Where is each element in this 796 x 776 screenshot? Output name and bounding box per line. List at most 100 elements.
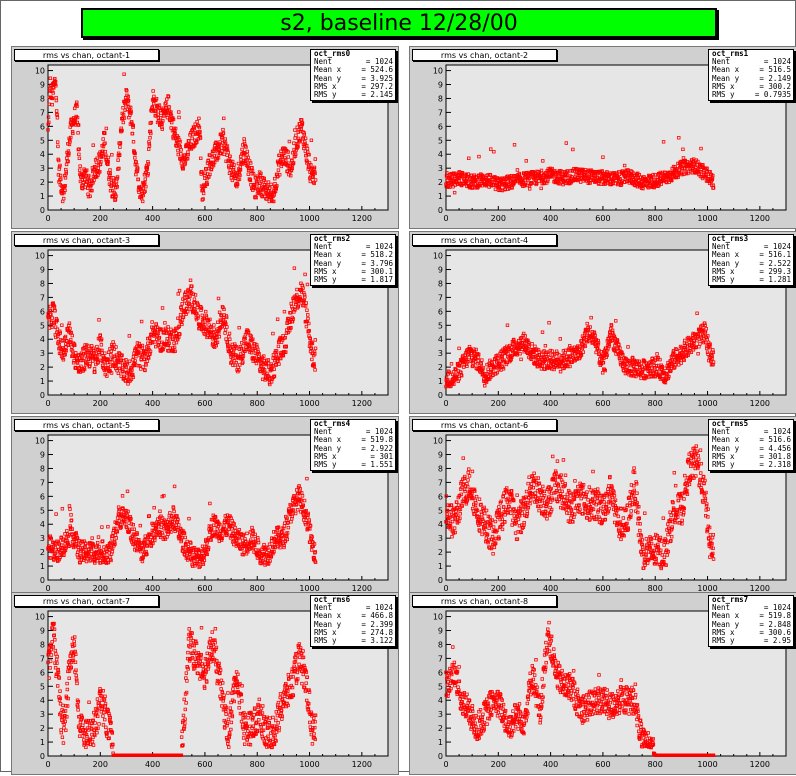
- y-tick-label: 10: [35, 437, 45, 446]
- y-tick-label: 5: [40, 136, 45, 145]
- y-tick-label: 2: [40, 363, 45, 372]
- y-tick-label: 3: [40, 534, 45, 543]
- x-tick-label: 800: [250, 399, 265, 408]
- stats-row: RMS y = 0.7935: [712, 91, 791, 99]
- y-tick-label: 9: [40, 266, 45, 275]
- pad-title: rms vs chan, octant-1: [14, 49, 159, 61]
- y-tick-label: 2: [40, 548, 45, 557]
- y-tick-label: 2: [40, 178, 45, 187]
- stats-row: RMS y = 1.817: [314, 276, 393, 284]
- x-tick-label: 400: [145, 399, 160, 408]
- y-tick-label: 7: [40, 478, 45, 487]
- stats-value: = 0.7935: [755, 91, 791, 99]
- y-tick-label: 1: [40, 377, 45, 386]
- x-tick-label: 0: [443, 399, 448, 408]
- x-tick-label: 200: [93, 399, 108, 408]
- stats-key: RMS y: [712, 91, 735, 99]
- stats-row: RMS y = 1.281: [712, 276, 791, 284]
- y-tick-label: 9: [438, 81, 443, 90]
- x-tick-label: 1000: [697, 399, 717, 408]
- y-tick-label: 2: [438, 363, 443, 372]
- y-tick-label: 2: [438, 178, 443, 187]
- x-tick-label: 400: [145, 214, 160, 223]
- x-tick-label: 800: [250, 214, 265, 223]
- y-tick-label: 10: [35, 67, 45, 76]
- y-tick-label: 8: [438, 94, 443, 103]
- y-tick-label: 5: [438, 321, 443, 330]
- y-tick-label: 3: [40, 349, 45, 358]
- y-tick-label: 4: [438, 335, 443, 344]
- y-tick-label: 8: [438, 279, 443, 288]
- y-tick-label: 4: [40, 520, 45, 529]
- y-tick-label: 1: [40, 192, 45, 201]
- y-tick-label: 4: [40, 150, 45, 159]
- y-tick-label: 6: [40, 492, 45, 501]
- x-tick-label: 200: [491, 214, 506, 223]
- x-tick-label: 200: [491, 399, 506, 408]
- x-tick-label: 600: [595, 214, 610, 223]
- pad-title: rms vs chan, octant-2: [412, 49, 557, 61]
- y-tick-label: 7: [40, 108, 45, 117]
- y-tick-label: 8: [40, 279, 45, 288]
- y-tick-label: 1: [438, 192, 443, 201]
- y-tick-label: 5: [40, 321, 45, 330]
- x-tick-label: 1200: [352, 214, 372, 223]
- stats-value: = 1.281: [759, 276, 791, 284]
- y-tick-label: 7: [40, 293, 45, 302]
- y-tick-label: 4: [40, 335, 45, 344]
- stats-row: RMS y = 2.145: [314, 91, 393, 99]
- y-tick-label: 9: [40, 451, 45, 460]
- y-tick-label: 10: [433, 252, 443, 261]
- stats-key: RMS y: [314, 276, 337, 284]
- y-tick-label: 6: [438, 122, 443, 131]
- x-tick-label: 600: [197, 399, 212, 408]
- y-tick-label: 7: [438, 293, 443, 302]
- y-tick-label: 9: [438, 266, 443, 275]
- x-tick-label: 400: [543, 399, 558, 408]
- y-tick-label: 4: [438, 150, 443, 159]
- y-tick-label: 1: [40, 562, 45, 571]
- pad-title: rms vs chan, octant-4: [412, 234, 557, 246]
- x-tick-label: 0: [45, 399, 50, 408]
- y-tick-label: 5: [40, 506, 45, 515]
- x-tick-label: 1000: [299, 214, 319, 223]
- y-tick-label: 0: [40, 206, 45, 215]
- x-tick-label: 400: [543, 214, 558, 223]
- y-tick-label: 6: [40, 122, 45, 131]
- x-tick-label: 600: [595, 399, 610, 408]
- x-tick-label: 800: [648, 399, 663, 408]
- y-tick-label: 10: [433, 67, 443, 76]
- y-tick-label: 0: [438, 391, 443, 400]
- x-tick-label: 600: [197, 214, 212, 223]
- x-tick-label: 1000: [299, 399, 319, 408]
- y-tick-label: 0: [438, 206, 443, 215]
- x-tick-label: 200: [93, 214, 108, 223]
- x-tick-label: 0: [443, 214, 448, 223]
- y-tick-label: 0: [40, 391, 45, 400]
- stats-value: = 1.817: [361, 276, 393, 284]
- stats-key: RMS y: [314, 91, 337, 99]
- x-tick-label: 1200: [352, 399, 372, 408]
- canvas-title: s2, baseline 12/28/00: [81, 8, 717, 38]
- x-tick-label: 1200: [750, 399, 770, 408]
- stats-value: = 2.145: [361, 91, 393, 99]
- x-tick-label: 1000: [697, 214, 717, 223]
- pad-title: rms vs chan, octant-3: [14, 234, 159, 246]
- stats-key: RMS y: [712, 276, 735, 284]
- y-tick-label: 3: [438, 349, 443, 358]
- x-tick-label: 1200: [750, 214, 770, 223]
- y-tick-label: 3: [438, 164, 443, 173]
- plot-pad-3: 0 200 400 600 800 1000 1200 0 1 2 3 4 5 6 7 8 9 10 rms vs …: [11, 231, 399, 414]
- x-tick-label: 0: [45, 214, 50, 223]
- y-tick-label: 10: [35, 252, 45, 261]
- y-tick-label: 5: [438, 136, 443, 145]
- y-tick-label: 6: [40, 307, 45, 316]
